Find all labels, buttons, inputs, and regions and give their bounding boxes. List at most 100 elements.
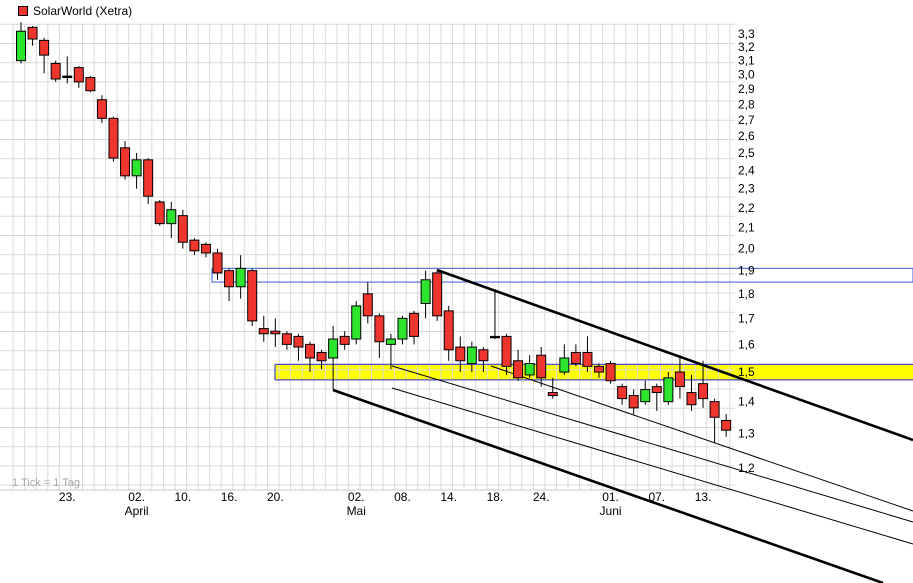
chart-title: SolarWorld (Xetra) <box>33 4 133 18</box>
candle-body <box>96 99 107 119</box>
candle <box>328 325 339 390</box>
candle-body <box>432 272 443 317</box>
candle <box>617 383 628 405</box>
y-axis-tick-label: 1,7 <box>738 311 755 325</box>
y-axis-tick-label: 1,5 <box>738 365 755 379</box>
candle <box>362 282 373 324</box>
candle <box>235 255 246 299</box>
candle-body <box>293 335 304 348</box>
candle-body <box>339 335 350 345</box>
candle-body <box>62 75 73 79</box>
candle-body <box>212 252 223 274</box>
candle-body <box>478 349 489 362</box>
y-axis-tick-label: 2,9 <box>738 82 755 96</box>
candle <box>120 141 131 180</box>
candle-body <box>385 338 396 345</box>
x-axis-tick-label: 14. <box>440 490 457 504</box>
candle <box>432 270 443 321</box>
candle <box>374 313 385 358</box>
candle <box>501 333 512 375</box>
candle <box>420 270 431 319</box>
candle-body <box>120 147 131 177</box>
candle <box>466 341 477 373</box>
candle-body <box>73 67 84 83</box>
candle <box>674 355 685 399</box>
candle <box>478 347 489 373</box>
candle <box>305 341 315 373</box>
candle-body <box>524 363 535 376</box>
trendline-channel-upper <box>436 268 913 442</box>
candle <box>224 268 235 302</box>
y-axis-tick-label: 2,7 <box>738 113 755 127</box>
candle-body <box>640 389 651 403</box>
resistance-box <box>211 267 913 283</box>
x-axis-tick-label: 07. <box>648 490 665 504</box>
candle-body <box>559 357 570 373</box>
x-axis-tick-label: 02. <box>128 490 145 504</box>
x-axis-tick-label: 24. <box>533 490 550 504</box>
y-axis-tick-label: 3,1 <box>738 54 755 68</box>
candle <box>177 209 188 249</box>
candle <box>281 331 292 350</box>
x-axis-tick-label: 13. <box>695 490 712 504</box>
y-axis-tick-label: 1,9 <box>738 264 755 278</box>
candle <box>686 374 697 411</box>
candle-body <box>536 354 547 379</box>
candle <box>212 248 223 280</box>
y-axis-tick-label: 1,6 <box>738 337 755 351</box>
candle-body <box>605 363 616 382</box>
tick-note: 1 Tick = 1 Tag <box>12 477 80 489</box>
candle-body <box>305 343 315 359</box>
candle-body <box>200 243 211 254</box>
y-axis-tick-label: 2,8 <box>738 97 755 111</box>
candle <box>270 318 281 348</box>
trendline-inner-line-2 <box>490 365 913 512</box>
candle-body <box>316 351 327 362</box>
candle <box>73 66 84 88</box>
candle-body <box>281 333 292 345</box>
candle <box>143 158 154 204</box>
candle-body <box>50 62 61 80</box>
candle-body <box>154 201 165 225</box>
candle-body <box>27 26 38 40</box>
candle <box>189 238 200 256</box>
candle-body <box>224 270 235 288</box>
candle <box>524 355 535 378</box>
candle-body <box>663 377 674 403</box>
y-axis-tick-label: 2,3 <box>738 182 755 196</box>
y-axis-tick-label: 2,4 <box>738 163 755 177</box>
x-axis-tick-label: 08. <box>394 490 411 504</box>
y-axis-tick-label: 3,2 <box>738 40 755 54</box>
candle <box>489 289 500 340</box>
candle <box>351 301 362 345</box>
candle <box>536 347 547 387</box>
candle <box>663 372 674 405</box>
candle-body <box>16 30 26 62</box>
y-axis-tick-label: 2,0 <box>738 242 755 256</box>
x-axis-tick-label: 20. <box>267 490 284 504</box>
candle-body <box>409 312 420 337</box>
candle-body <box>570 351 581 365</box>
candle <box>154 200 165 226</box>
y-axis-tick-label: 3,0 <box>738 68 755 82</box>
candle <box>166 201 177 239</box>
candle-body <box>258 328 269 335</box>
candle-body <box>547 392 558 397</box>
candle <box>605 360 616 384</box>
x-axis-tick-label: 18. <box>487 490 504 504</box>
candle <box>640 380 651 405</box>
candle <box>397 315 408 345</box>
candle-body <box>166 209 177 225</box>
candle <box>62 56 73 84</box>
candle-body <box>247 270 258 322</box>
candle <box>628 389 639 415</box>
x-axis-tick-label: 16. <box>221 490 238 504</box>
candle <box>559 344 570 375</box>
candle-body <box>721 419 732 431</box>
candle-body <box>651 386 662 394</box>
candle <box>200 242 211 258</box>
candle <box>582 336 593 373</box>
trendline-channel-lower <box>332 388 884 583</box>
